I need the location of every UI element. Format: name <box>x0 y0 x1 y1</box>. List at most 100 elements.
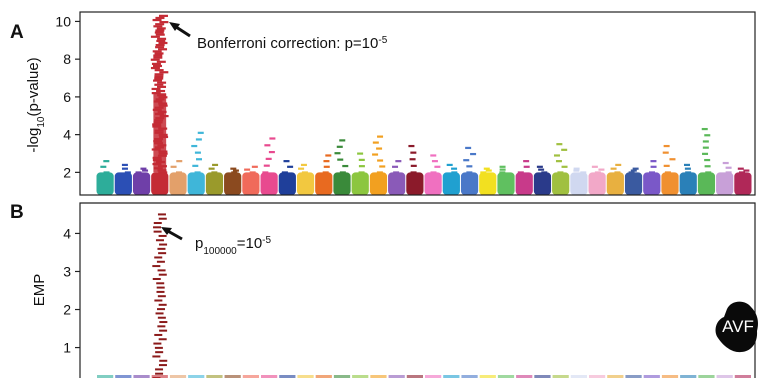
chromosome-point-band <box>278 172 296 195</box>
panel-a-points <box>96 14 752 195</box>
panel-b-annotation: p100000=10-5 <box>161 227 272 257</box>
chromosome-point <box>722 161 729 165</box>
chromosome-point <box>156 27 166 30</box>
emp-baseline-points <box>716 375 733 378</box>
chromosome-point <box>630 169 637 172</box>
chromosome-point <box>725 171 732 174</box>
chromosome-point <box>121 163 128 167</box>
chromosome-point <box>154 69 164 72</box>
logo-silhouette <box>715 301 759 353</box>
emp-baseline-points <box>534 375 551 378</box>
logo-text: AVF <box>722 317 754 336</box>
chromosome-point-band <box>497 172 515 195</box>
chromosome-point <box>358 158 365 161</box>
chromosome-point <box>323 160 330 163</box>
chromosome-point <box>615 163 622 167</box>
emp-baseline-points <box>206 375 223 378</box>
chromosome-point <box>155 44 165 47</box>
emp-point <box>154 299 163 302</box>
emp-point <box>156 290 165 293</box>
chromosome-point <box>591 165 598 168</box>
chromosome-point <box>337 158 344 161</box>
chromosome-point <box>466 171 473 174</box>
emp-point <box>157 308 166 311</box>
chromosome-point <box>192 164 199 167</box>
chromosome-point <box>470 152 477 156</box>
chromosome-point <box>153 54 163 57</box>
chromosome-point-band <box>351 172 369 195</box>
chromosome-point <box>339 171 346 174</box>
emp-baseline-points <box>315 375 332 378</box>
chromosome-point-band <box>734 172 752 195</box>
chromosome-point <box>410 171 417 174</box>
emp-point <box>153 230 162 233</box>
panel-a: A -log10(p-value) 2 4 6 8 10 Bonferroni corr… <box>10 11 756 196</box>
chromosome-point <box>358 171 365 174</box>
chromosome-point <box>152 18 162 22</box>
chromosome-point <box>523 160 530 163</box>
emp-baseline-points <box>115 375 132 378</box>
chromosome-point-band <box>643 172 661 195</box>
panel-b: B EMP 1 2 3 4 p100000=10-5 <box>10 202 756 378</box>
chromosome-series <box>333 139 351 195</box>
chromosome-point <box>155 46 165 49</box>
chromosome-point <box>702 152 709 155</box>
panel-a-y-tick-label: 8 <box>63 51 71 67</box>
chromosome-point <box>610 167 617 170</box>
emp-baseline-points <box>188 375 205 378</box>
chromosome-point <box>395 160 402 163</box>
chromosome-point <box>684 167 691 170</box>
chromosome-point <box>154 83 164 86</box>
chromosome-point <box>517 171 524 174</box>
chromosome-point <box>158 171 168 174</box>
chromosome-point <box>434 165 441 168</box>
emp-baseline-points <box>97 375 114 378</box>
chromosome-point <box>194 151 201 154</box>
chromosome-series <box>296 163 315 195</box>
chromosome-series <box>570 167 588 195</box>
chromosome-point <box>142 169 149 172</box>
chromosome-point-band <box>515 172 533 195</box>
panel-a-frame <box>79 11 756 196</box>
chromosome-series <box>497 165 515 195</box>
chromosome-point <box>264 144 271 147</box>
chromosome-point <box>159 71 169 74</box>
chromosome-point-band <box>424 172 442 195</box>
chromosome-series <box>315 154 333 195</box>
chromosome-point <box>523 165 530 168</box>
chromosome-point <box>553 154 560 157</box>
chromosome-point <box>662 151 669 154</box>
chromosome-point <box>135 171 142 174</box>
chromosome-point <box>301 171 308 174</box>
chromosome-point <box>155 23 165 26</box>
chromosome-point <box>685 171 692 174</box>
chromosome-point <box>499 171 506 174</box>
chromosome-point-band <box>533 172 552 195</box>
chromosome-point <box>170 165 177 168</box>
emp-point <box>158 234 167 237</box>
chromosome-point <box>614 171 621 174</box>
chromosome-series <box>388 160 406 195</box>
emp-point <box>154 333 163 336</box>
chromosome-point <box>325 154 332 157</box>
panel-b-arrowhead <box>161 227 172 235</box>
chromosome-point <box>650 160 657 163</box>
emp-point <box>156 286 165 289</box>
chromosome-point <box>410 151 417 154</box>
chromosome-point <box>155 29 165 32</box>
chromosome-series <box>661 144 679 195</box>
emp-point <box>159 359 168 362</box>
chromosome-point <box>155 16 165 20</box>
emp-baseline-points <box>370 375 387 378</box>
emp-baseline-points <box>169 375 187 378</box>
chromosome-point <box>287 165 294 168</box>
chromosome-series <box>278 160 296 195</box>
emp-baseline-points <box>242 375 259 378</box>
emp-point <box>156 260 165 263</box>
chromosome-point <box>628 171 635 174</box>
emp-baseline-points <box>297 375 314 378</box>
chromosome-point <box>392 165 399 168</box>
chromosome-point <box>152 50 162 53</box>
chromosome-point <box>195 158 202 161</box>
chromosome-series <box>679 163 697 195</box>
